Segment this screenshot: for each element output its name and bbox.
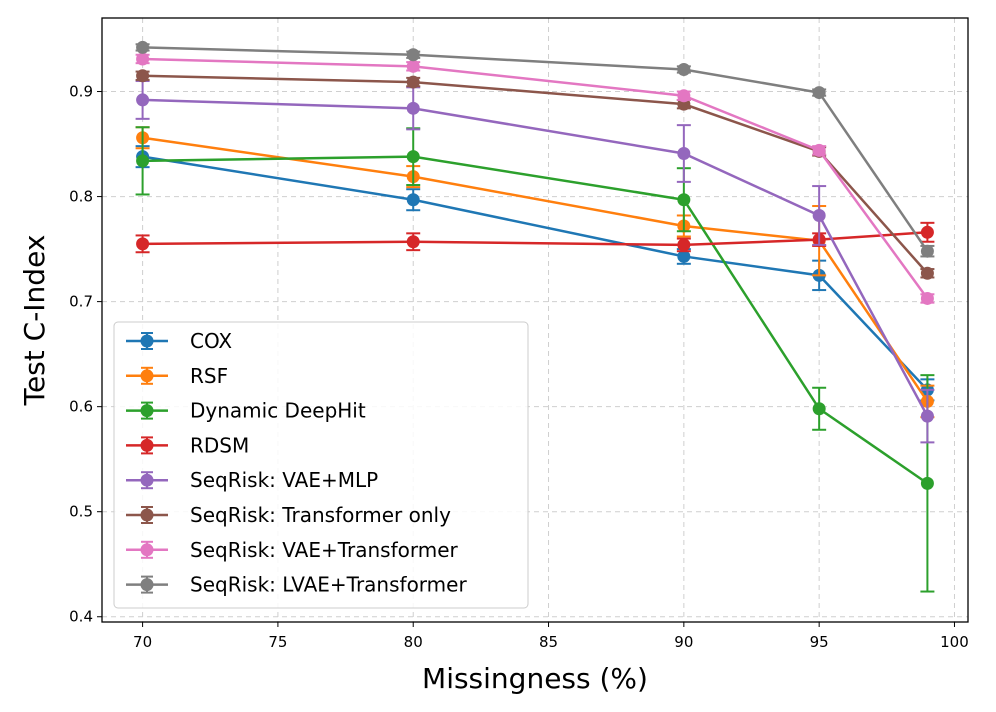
y-tick-label: 0.9 [69,83,93,101]
legend-marker [140,543,154,557]
x-tick-label: 80 [404,633,423,651]
data-point [406,193,420,207]
legend-label: SeqRisk: VAE+MLP [190,468,378,492]
series-layer [135,40,935,593]
y-tick-label: 0.4 [69,608,93,626]
data-point [920,225,934,239]
data-point [677,147,691,161]
x-tick-label: 90 [674,633,693,651]
legend-label: SeqRisk: VAE+Transformer [190,538,459,562]
y-tick-label: 0.8 [69,188,93,206]
legend-label: SeqRisk: LVAE+Transformer [190,573,467,597]
legend-label: RSF [190,364,228,388]
y-axis-label: Test C-Index [18,235,51,407]
data-point [136,40,150,54]
data-point [920,476,934,490]
data-point [677,193,691,207]
data-point [406,48,420,62]
data-point [920,244,934,258]
ticks: 70 75 80 85 90 95 100 0.4 0.5 0.6 0.7 0.8 0.9 [69,83,969,651]
data-point [812,402,826,416]
data-point [812,143,826,157]
x-tick-label: 70 [133,633,152,651]
legend-item: SeqRisk: VAE+Transformer [126,538,459,562]
legend-label: RDSM [190,433,249,457]
legend-item: SeqRisk: Transformer only [126,503,451,527]
data-point [136,154,150,168]
legend-marker [140,508,154,522]
legend-item: RDSM [126,433,249,457]
series-rdsm [135,221,935,254]
data-point [406,101,420,115]
legend-item: RSF [126,364,228,388]
data-point [136,237,150,251]
series-seqrisk-vae-mlp [135,80,935,444]
series-seqrisk-lvae-transformer [135,40,935,258]
data-point [677,238,691,252]
legend-marker [140,404,154,418]
legend-marker [140,334,154,348]
legend-item: SeqRisk: LVAE+Transformer [126,573,467,597]
legend-label: Dynamic DeepHit [190,399,366,423]
legend-marker [140,438,154,452]
data-point [920,409,934,423]
x-axis-label: Missingness (%) [422,662,648,695]
legend-marker [140,578,154,592]
x-tick-label: 85 [539,633,558,651]
x-tick-label: 95 [810,633,829,651]
legend-item: COX [126,329,232,353]
legend-marker [140,369,154,383]
data-point [677,62,691,76]
data-point [136,69,150,83]
data-point [406,235,420,249]
x-tick-label: 100 [940,633,969,651]
x-tick-label: 75 [268,633,287,651]
data-point [812,86,826,100]
legend-item: Dynamic DeepHit [126,399,366,423]
y-tick-label: 0.6 [69,398,93,416]
data-point [136,52,150,66]
series-seqrisk-vae-transformer [135,52,935,305]
data-point [136,93,150,107]
data-point [677,89,691,103]
y-tick-label: 0.5 [69,503,93,521]
data-point [406,59,420,73]
legend-marker [140,473,154,487]
data-point [406,150,420,164]
y-tick-label: 0.7 [69,293,93,311]
data-point [406,75,420,89]
legend-label: SeqRisk: Transformer only [190,503,451,527]
legend-label: COX [190,329,232,353]
data-point [812,208,826,222]
legend-frame [113,321,529,609]
legend-item: SeqRisk: VAE+MLP [126,468,378,492]
series-dynamic-deephit [135,126,935,593]
plot-frame [101,17,969,623]
data-point [920,266,934,280]
legend: COX RSF Dynamic DeepHit RDSM SeqRisk: VAE+ML… [113,321,529,609]
data-point [920,291,934,305]
data-point [677,249,691,263]
